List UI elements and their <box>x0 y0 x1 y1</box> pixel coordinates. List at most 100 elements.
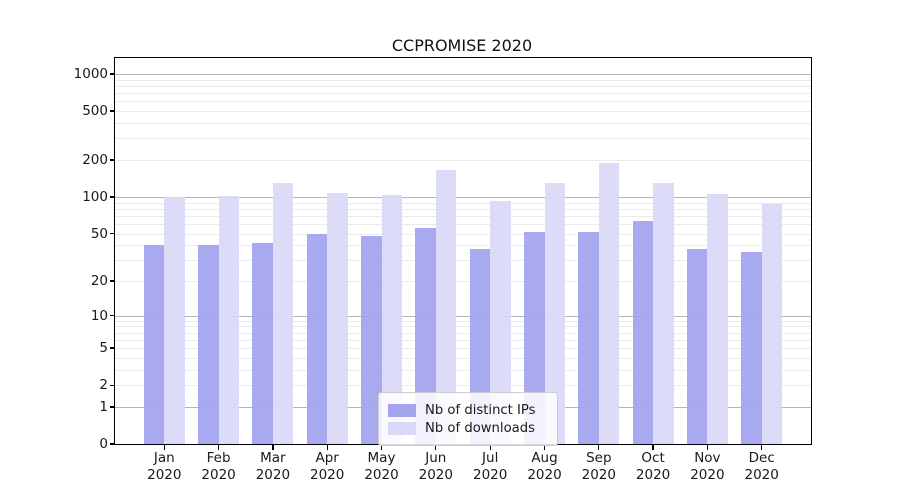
chart-title: CCPROMISE 2020 <box>391 36 533 55</box>
minor-gridline <box>115 202 811 204</box>
y-tick-label: 20 <box>90 273 108 289</box>
legend: Nb of distinct IPs Nb of downloads <box>378 392 558 446</box>
x-tick <box>217 444 220 450</box>
x-tick-label-nov: Nov 2020 <box>690 450 725 483</box>
y-tick <box>110 384 115 386</box>
y-tick-label: 500 <box>82 103 108 120</box>
y-tick <box>110 196 115 198</box>
y-tick <box>110 406 115 408</box>
x-tick <box>489 444 491 450</box>
y-tick-label: 1 <box>99 398 108 415</box>
bar-distinct-ips-sep <box>578 232 599 444</box>
minor-gridline <box>115 79 811 81</box>
bar-downloads-oct <box>653 182 674 444</box>
bar-distinct-ips-dec <box>741 252 762 444</box>
bar-distinct-ips-apr <box>306 233 328 444</box>
bar-distinct-ips-oct <box>632 220 654 444</box>
minor-gridline <box>115 348 811 350</box>
minor-gridline <box>115 208 811 210</box>
x-tick-label-mar: Mar 2020 <box>255 450 291 483</box>
bar-distinct-ips-nov <box>686 249 708 444</box>
y-tick <box>110 110 115 112</box>
x-tick-label-feb: Feb 2020 <box>201 450 236 483</box>
bar-downloads-may <box>381 194 402 444</box>
x-tick <box>326 444 328 450</box>
x-tick <box>380 444 383 450</box>
bar-downloads-apr <box>327 192 348 444</box>
minor-gridline <box>115 233 811 235</box>
y-tick-label: 1000 <box>73 66 108 83</box>
x-tick-label-sep: Sep 2020 <box>581 450 616 483</box>
bar-downloads-feb <box>218 196 240 444</box>
legend-item-downloads: Nb of downloads <box>388 420 547 436</box>
y-tick <box>110 232 115 235</box>
x-tick <box>761 444 763 450</box>
x-tick <box>163 444 165 450</box>
minor-gridline <box>115 86 811 87</box>
legend-swatch-downloads <box>388 421 416 435</box>
bar-downloads-jan <box>164 196 185 444</box>
major-gridline <box>115 196 811 198</box>
y-tick-label: 0 <box>99 436 108 452</box>
x-tick-label-jul: Jul 2020 <box>473 450 508 483</box>
bar-distinct-ips-mar <box>252 242 273 444</box>
minor-gridline <box>115 111 811 113</box>
bar-downloads-aug <box>544 182 565 444</box>
y-tick <box>110 280 115 282</box>
x-tick-label-aug: Aug 2020 <box>527 450 562 483</box>
minor-gridline <box>115 320 811 322</box>
bar-distinct-ips-may <box>361 235 382 444</box>
x-tick <box>652 444 654 450</box>
bar-downloads-jun <box>435 170 457 444</box>
minor-gridline <box>115 369 811 371</box>
minor-gridline <box>115 93 811 95</box>
x-tick <box>435 444 437 450</box>
bar-distinct-ips-aug <box>524 232 545 444</box>
legend-item-distinct-ips: Nb of distinct IPs <box>388 402 547 418</box>
y-tick <box>110 347 115 349</box>
minor-gridline <box>115 339 811 341</box>
x-tick-label-may: May 2020 <box>364 450 399 483</box>
bar-downloads-nov <box>707 194 728 444</box>
y-tick-label: 5 <box>99 340 108 357</box>
bar-distinct-ips-feb <box>198 245 219 444</box>
x-tick <box>272 444 274 450</box>
minor-gridline <box>115 123 811 124</box>
x-tick <box>543 444 546 450</box>
minor-gridline <box>115 326 811 328</box>
minor-gridline <box>115 260 811 262</box>
x-tick-label-dec: Dec 2020 <box>744 450 779 483</box>
y-tick <box>110 314 115 317</box>
minor-gridline <box>115 357 811 359</box>
y-tick-label: 200 <box>82 152 108 168</box>
minor-gridline <box>115 332 811 334</box>
x-tick-label-jun: Jun 2020 <box>418 450 453 483</box>
x-tick-label-jan: Jan 2020 <box>147 450 182 483</box>
minor-gridline <box>115 385 811 387</box>
bar-distinct-ips-jan <box>143 245 165 444</box>
minor-gridline <box>115 101 811 103</box>
minor-gridline <box>115 223 811 225</box>
y-tick <box>110 73 115 75</box>
bar-downloads-sep <box>598 162 620 444</box>
y-tick <box>110 443 115 445</box>
minor-gridline <box>115 281 811 282</box>
legend-label-downloads: Nb of downloads <box>425 420 535 436</box>
legend-swatch-distinct-ips <box>388 403 416 417</box>
x-tick <box>598 444 600 450</box>
minor-gridline <box>115 160 811 161</box>
y-tick-label: 2 <box>99 377 108 394</box>
plot-area: 0 1 2 5 10 20 50 100 200 500 1000 Jan 2020 Feb 2020 Ma… <box>74 57 812 483</box>
bar-downloads-dec <box>761 204 783 444</box>
legend-label-distinct-ips: Nb of distinct IPs <box>425 402 536 418</box>
minor-gridline <box>115 215 811 217</box>
y-tick <box>110 159 115 161</box>
x-tick <box>706 444 709 450</box>
bar-downloads-jul <box>490 200 511 444</box>
x-tick-label-oct: Oct 2020 <box>635 450 671 483</box>
bar-distinct-ips-jun <box>415 227 436 444</box>
y-tick-label: 10 <box>90 307 108 324</box>
x-tick-label-apr: Apr 2020 <box>310 450 345 483</box>
bar-downloads-mar <box>272 182 294 444</box>
